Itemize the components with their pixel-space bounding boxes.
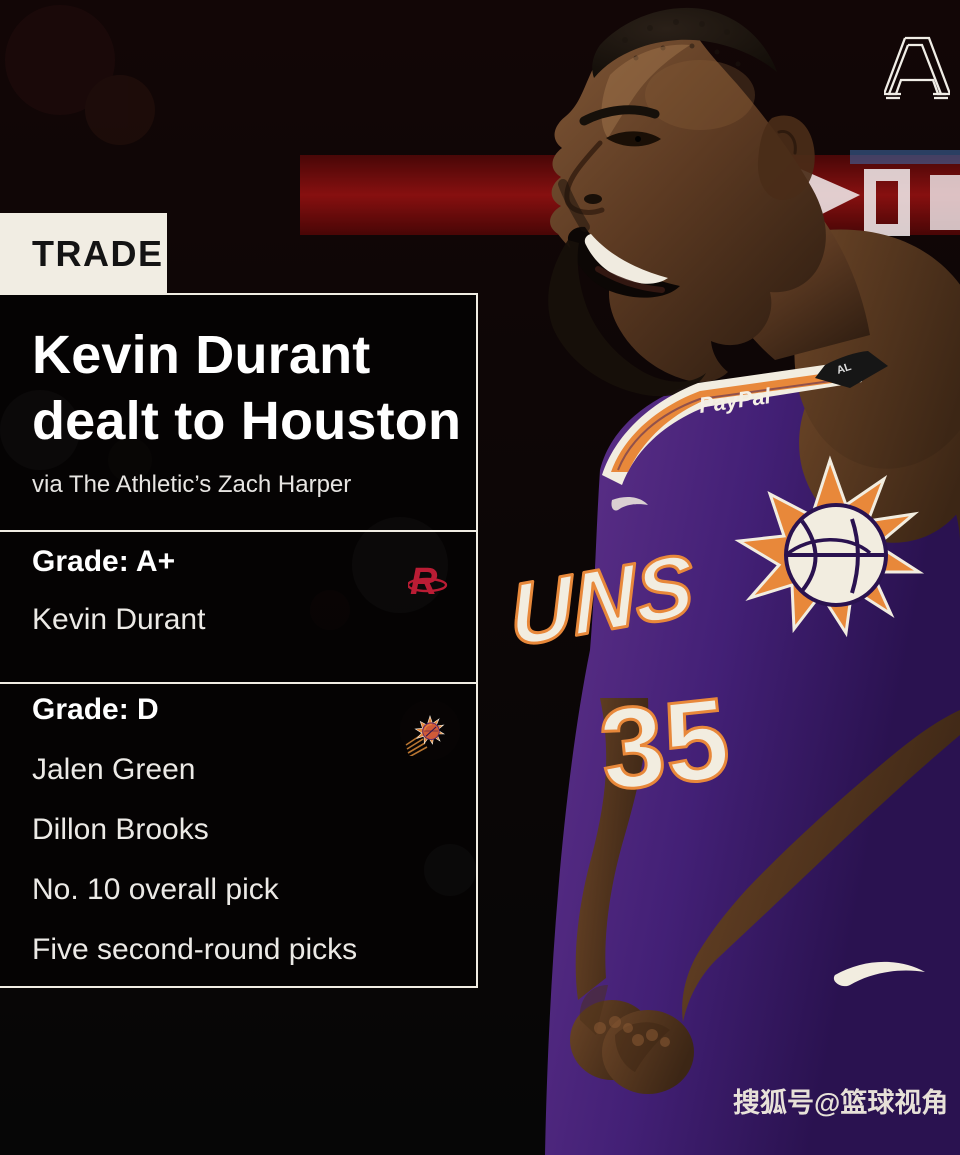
svg-text:35: 35 [594,674,735,815]
svg-text:R: R [410,561,438,603]
svg-text:搜狐号@篮球视角: 搜狐号@篮球视角 [733,1087,948,1118]
